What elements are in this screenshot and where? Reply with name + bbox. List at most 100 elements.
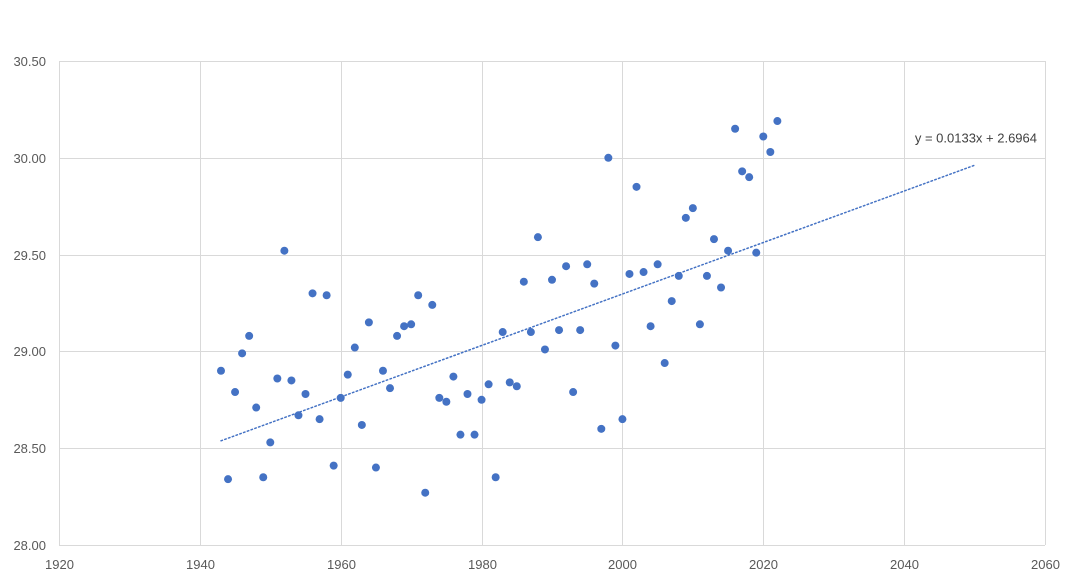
gridlines xyxy=(59,61,1046,546)
scatter-point xyxy=(674,271,683,280)
scatter-point xyxy=(428,300,437,309)
scatter-point xyxy=(238,349,247,358)
scatter-point xyxy=(773,117,782,126)
scatter-point xyxy=(625,269,634,278)
y-axis-tick-labels: 28.00 28.50 29.00 29.50 30.00 30.50 xyxy=(13,54,46,553)
data-points xyxy=(216,117,782,497)
scatter-point xyxy=(745,173,754,182)
scatter-point xyxy=(540,345,549,354)
scatter-point xyxy=(548,275,556,284)
y-tick-label: 29.00 xyxy=(13,344,46,359)
scatter-point xyxy=(667,297,676,306)
scatter-point xyxy=(336,393,345,402)
scatter-point xyxy=(611,341,620,350)
scatter-point xyxy=(287,376,296,385)
scatter-point xyxy=(273,374,282,383)
y-tick-label: 30.50 xyxy=(13,54,46,69)
scatter-point xyxy=(442,397,451,406)
scatter-point xyxy=(449,372,458,381)
scatter-point xyxy=(731,124,740,133)
scatter-point xyxy=(357,420,366,429)
scatter-point xyxy=(259,473,268,482)
x-tick-label: 1980 xyxy=(468,557,497,572)
scatter-point xyxy=(386,384,395,393)
scatter-point xyxy=(526,328,535,337)
scatter-point xyxy=(252,403,261,412)
scatter-point xyxy=(569,388,578,397)
scatter-point xyxy=(350,343,359,352)
scatter-point xyxy=(724,246,733,255)
scatter-point xyxy=(245,331,254,340)
scatter-point xyxy=(618,415,627,424)
trendline-equation-label: y = 0.0133x + 2.6964 xyxy=(915,130,1037,145)
scatter-point xyxy=(407,320,416,329)
scatter-point xyxy=(315,415,324,424)
scatter-point xyxy=(491,473,500,482)
scatter-point xyxy=(414,291,423,300)
scatter-point xyxy=(717,283,726,292)
scatter-point xyxy=(604,153,613,162)
scatter-point xyxy=(294,411,303,420)
scatter-point xyxy=(224,475,233,484)
scatter-point xyxy=(653,260,662,269)
scatter-point xyxy=(583,260,592,269)
y-tick-label: 28.00 xyxy=(13,538,46,553)
scatter-point xyxy=(597,424,606,433)
scatter-point xyxy=(329,461,338,470)
x-tick-label: 2040 xyxy=(890,557,919,572)
scatter-point xyxy=(590,279,599,288)
scatter-point xyxy=(231,388,240,397)
scatter-point xyxy=(632,182,641,191)
scatter-point xyxy=(738,167,747,176)
scatter-point xyxy=(470,430,479,439)
scatter-point xyxy=(702,271,711,280)
x-tick-label: 2000 xyxy=(608,557,637,572)
y-tick-label: 28.50 xyxy=(13,441,46,456)
scatter-point xyxy=(343,370,352,379)
scatter-point xyxy=(301,389,310,398)
scatter-point xyxy=(280,246,289,255)
scatter-point xyxy=(646,322,655,331)
x-tick-label: 1940 xyxy=(186,557,215,572)
scatter-point xyxy=(435,393,444,402)
linear-trendline xyxy=(220,164,976,442)
scatter-point xyxy=(456,430,465,439)
scatter-point xyxy=(562,262,571,271)
scatter-point xyxy=(400,322,409,331)
scatter-point xyxy=(463,389,472,398)
scatter-point xyxy=(576,326,585,335)
scatter-point xyxy=(519,277,528,286)
scatter-point xyxy=(660,359,669,368)
scatter-point xyxy=(371,463,380,472)
x-tick-label: 2060 xyxy=(1031,557,1060,572)
scatter-point xyxy=(322,291,331,300)
y-tick-label: 29.50 xyxy=(13,248,46,263)
scatter-point xyxy=(484,380,493,389)
scatter-point xyxy=(421,488,430,497)
scatter-point xyxy=(266,438,275,447)
scatter-point xyxy=(752,248,761,257)
scatter-point xyxy=(709,235,718,244)
scatter-point xyxy=(688,204,697,213)
x-tick-label: 2020 xyxy=(749,557,778,572)
scatter-point xyxy=(639,268,648,277)
scatter-point xyxy=(393,331,402,340)
x-tick-label: 1960 xyxy=(327,557,356,572)
x-axis-tick-labels: 1920 1940 1960 1980 2000 2020 2040 2060 xyxy=(45,557,1060,572)
scatter-point xyxy=(512,382,521,391)
scatter-point xyxy=(216,366,225,375)
scatter-point xyxy=(533,233,542,242)
trendline-group xyxy=(220,164,976,442)
scatter-point xyxy=(505,378,514,387)
scatter-point xyxy=(555,326,564,335)
scatter-point xyxy=(378,366,387,375)
y-tick-label: 30.00 xyxy=(13,151,46,166)
x-tick-label: 1920 xyxy=(45,557,74,572)
scatter-point xyxy=(498,328,507,337)
scatter-point xyxy=(308,289,317,298)
scatter-point xyxy=(364,318,373,327)
scatter-point xyxy=(766,147,775,156)
scatter-point xyxy=(681,213,690,222)
